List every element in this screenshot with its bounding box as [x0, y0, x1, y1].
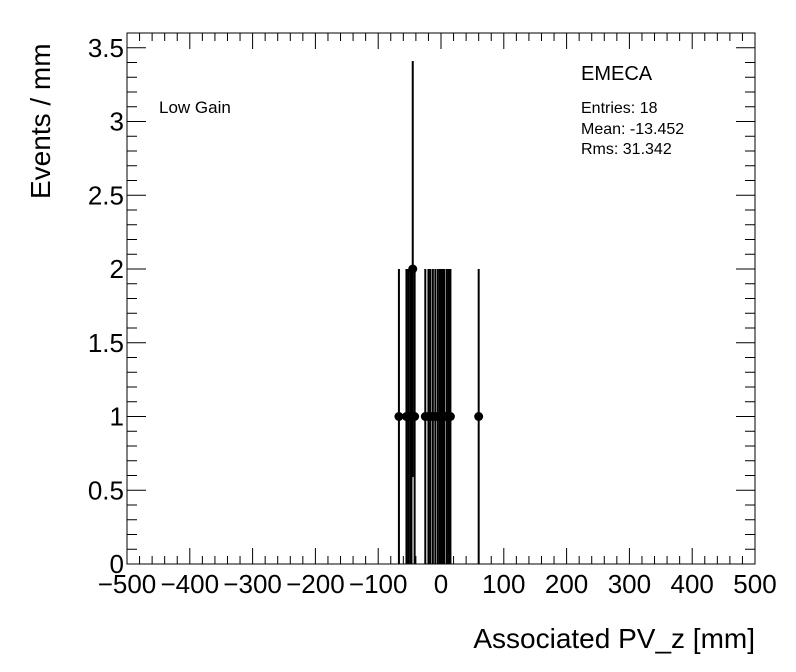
- low-gain-label: Low Gain: [159, 98, 231, 117]
- x-tick-label: −400: [161, 569, 220, 599]
- data-point: [408, 264, 418, 274]
- x-tick-label: −500: [98, 569, 157, 599]
- x-axis-title: Associated PV_z [mm]: [473, 623, 755, 654]
- stats-title: EMECA: [581, 63, 653, 85]
- y-tick-label: 1.5: [88, 328, 124, 358]
- x-tick-label: 200: [545, 569, 588, 599]
- y-tick-label: 3: [110, 107, 124, 137]
- x-tick-label: 0: [434, 569, 448, 599]
- axis-ticks: [126, 32, 756, 565]
- x-tick-label: −300: [223, 569, 282, 599]
- y-tick-label: 1: [110, 402, 124, 432]
- y-tick-label: 3.5: [88, 33, 124, 63]
- y-tick-label: 2.5: [88, 180, 124, 210]
- data-points: [394, 61, 484, 564]
- x-tick-labels: −500 −400 −300 −200 −100 0 100 200 300 400 500: [98, 569, 777, 599]
- data-point: [410, 412, 420, 421]
- data-point: [394, 412, 404, 421]
- y-tick-labels: 0 0.5 1 1.5 2 2.5 3 3.5: [88, 33, 124, 579]
- stats-rms: Rms: 31.342: [581, 141, 672, 158]
- stats-entries: Entries: 18: [581, 100, 658, 117]
- data-point: [474, 412, 484, 421]
- x-tick-label: 100: [482, 569, 525, 599]
- y-tick-label: 2: [110, 254, 124, 284]
- x-tick-label: −200: [286, 569, 345, 599]
- stats-mean: Mean: -13.452: [581, 121, 684, 138]
- x-tick-label: 400: [671, 569, 714, 599]
- x-tick-label: −100: [349, 569, 408, 599]
- x-tick-label: 300: [608, 569, 651, 599]
- y-tick-label: 0: [110, 549, 124, 579]
- data-point: [445, 412, 455, 421]
- y-axis-title: Events / mm: [25, 43, 56, 199]
- x-tick-label: 500: [733, 569, 776, 599]
- y-tick-label: 0.5: [88, 475, 124, 505]
